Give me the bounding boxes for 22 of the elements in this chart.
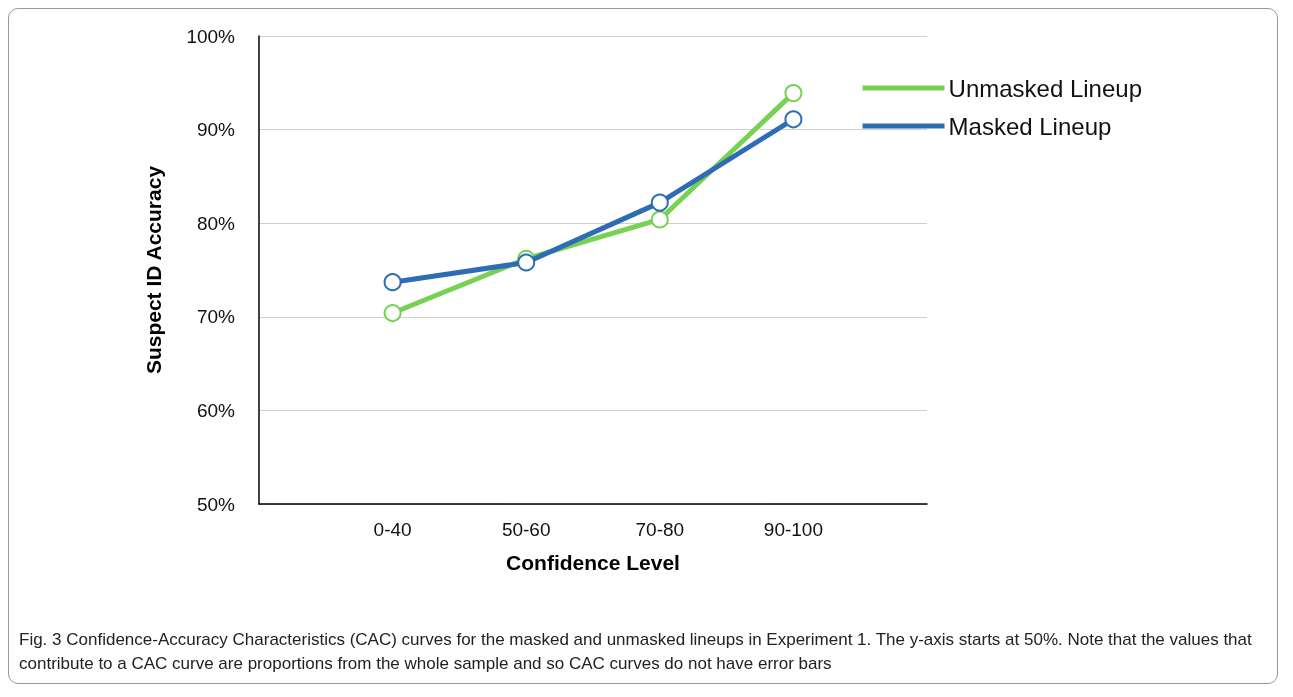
point (650, 193, 669, 212)
y-tick-label: 50% (196, 493, 236, 515)
legend-label: Unmasked Lineup (948, 74, 1142, 102)
y-tick-label: 100% (186, 25, 236, 47)
x-tick-label: 90-100 (763, 519, 823, 540)
caption: Fig. 3 Confidence-Accuracy Characteristics (CAC) curves for the masked and unmasked lineups in Experiment 1. The y-axis starts at 50%. Note that the values that contribute to a CAC curve are proportions from the whole sample and so CAC curves do not have error bars (18, 629, 1253, 675)
y-tick-label: 80% (196, 212, 236, 234)
legend-label: Masked Lineup (948, 112, 1112, 140)
point (650, 210, 669, 229)
x-tick-label: 0-40 (373, 519, 412, 540)
x-tick-label: 50-60 (501, 519, 551, 540)
y-axis-title: Suspect ID Accuracy (142, 165, 165, 375)
point (517, 253, 536, 272)
y-tick-label: 60% (196, 399, 236, 421)
point (784, 110, 803, 129)
x-axis-title: Confidence Level (506, 551, 680, 574)
point (383, 273, 402, 292)
y-tick-label: 90% (196, 119, 236, 141)
x-tick-label: 70-80 (635, 519, 685, 540)
y-tick-label: 70% (196, 306, 236, 328)
point (383, 304, 402, 323)
point (784, 84, 803, 103)
